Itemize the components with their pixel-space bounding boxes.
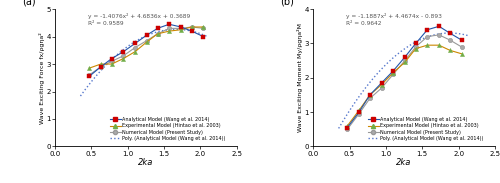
Text: (b): (b) — [280, 0, 294, 6]
X-axis label: 2ka: 2ka — [396, 158, 412, 167]
Text: y = -1.4076x² + 4.6836x + 0.3689
R² = 0.9589: y = -1.4076x² + 4.6836x + 0.3689 R² = 0.… — [88, 13, 190, 26]
Legend: Analytical Model (Wang et al. 2014), Experimental Model (Hintao et al. 2003), Nu: Analytical Model (Wang et al. 2014), Exp… — [368, 117, 484, 141]
Legend: Analytical Model (Wang et al. 2014), Experimental Model (Hintao et al. 2003), Nu: Analytical Model (Wang et al. 2014), Exp… — [110, 117, 226, 141]
Y-axis label: Wave Exciting Moment My/ρgηa²M: Wave Exciting Moment My/ρgηa²M — [297, 23, 303, 132]
X-axis label: 2ka: 2ka — [138, 158, 154, 167]
Text: (a): (a) — [22, 0, 36, 6]
Text: y = -1.1887x² + 4.4674x - 0.893
R² = 0.9642: y = -1.1887x² + 4.4674x - 0.893 R² = 0.9… — [346, 13, 442, 26]
Y-axis label: Wave Exciting Force fx/ρgηa²: Wave Exciting Force fx/ρgηa² — [39, 32, 45, 124]
